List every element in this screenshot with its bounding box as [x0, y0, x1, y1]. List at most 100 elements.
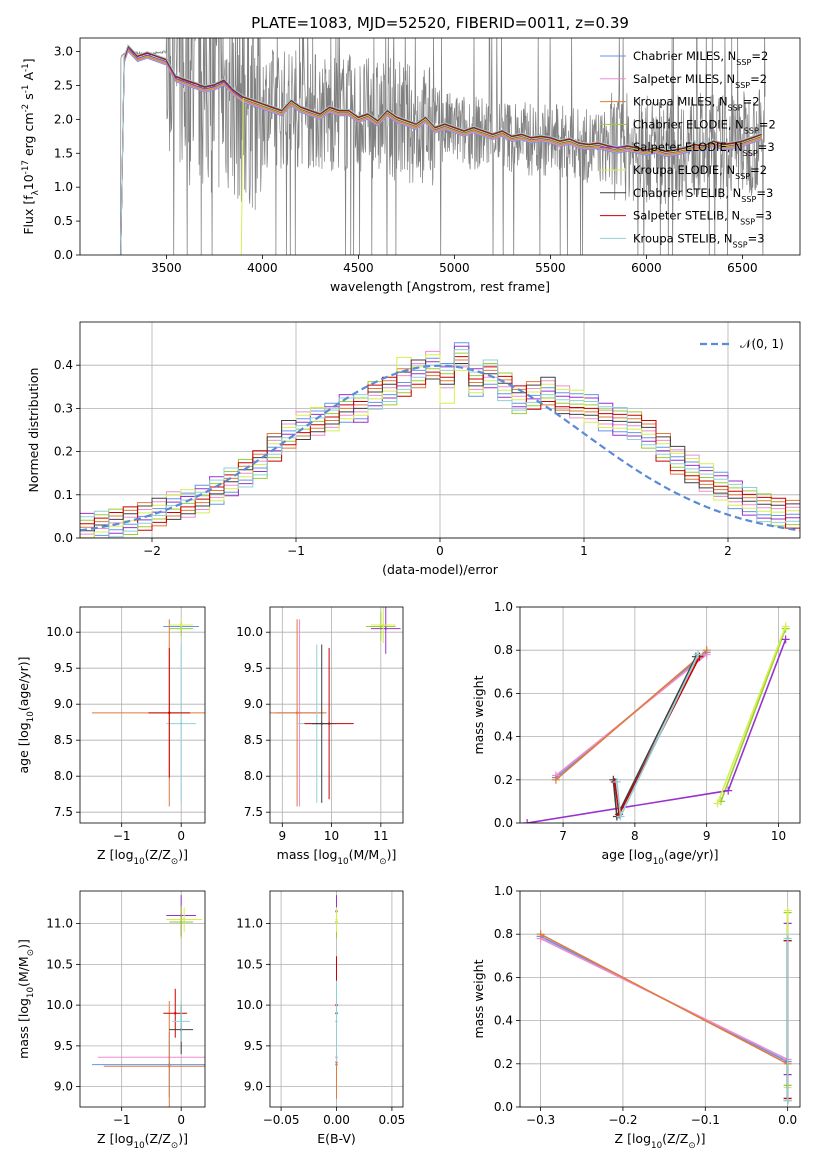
y-axis-label: mass [log10(M/M⊙)] [16, 939, 36, 1059]
x-axis-label: age [log10(age/yr)] [601, 847, 718, 867]
y-tick-label: 8.5 [54, 733, 73, 747]
legend-label: Kroupa STELIB, NSSP=3 [633, 231, 765, 249]
model-spectrum-6 [240, 97, 762, 255]
x-tick-label: 9 [278, 829, 286, 843]
y-tick-label: 1.0 [54, 180, 73, 194]
y-tick-label: 0.0 [494, 1100, 513, 1114]
normal-curve [80, 364, 800, 532]
data-point [335, 1060, 338, 1064]
y-tick-label: 2.0 [54, 112, 73, 126]
series-line [540, 933, 788, 1065]
axes-frame [79, 606, 206, 824]
series-marker [783, 1096, 792, 1105]
legend: Chabrier MILES, NSSP=2 Salpeter MILES, NS… [600, 49, 776, 249]
legend-label: Salpeter ELODIE, NSSP=3 [633, 140, 775, 158]
model-spectrum-9 [120, 43, 762, 255]
data-point [320, 722, 323, 725]
series-line [555, 649, 708, 781]
series-marker [713, 799, 722, 808]
axes-frame [79, 37, 801, 256]
data-point [179, 623, 183, 627]
x-tick-label: −0.2 [608, 1113, 637, 1127]
axes-frame [519, 606, 801, 824]
y-tick-label: 9.0 [54, 1080, 73, 1094]
observed-spectrum [114, 38, 766, 255]
panel-residuals: −2 −1 0 1 2 0.0 0.1 0.2 0.3 0.4 (data-model)/error… [26, 321, 801, 577]
x-axis-label: Z [log10(Z/Z⊙)] [615, 1131, 706, 1151]
legend-label: Chabrier MILES, NSSP=2 [633, 49, 768, 67]
residual-histogram-7 [80, 359, 800, 532]
data-point [295, 711, 299, 715]
model-spectrum-5 [120, 47, 762, 255]
model-spectrum-1 [120, 50, 762, 255]
panel-age_vs_mass: 9 10 11 7.5 8.0 8.5 9.0 9.5 10.0 mass [log10(M/M⊙… [236, 606, 404, 867]
x-tick-label: 1 [580, 544, 588, 558]
y-tick-label: 9.0 [244, 697, 263, 711]
x-tick-label: −0.3 [526, 1113, 555, 1127]
y-axis-label: Flux [fλ10-17 erg cm-2 s-1 A-1] [21, 58, 41, 234]
model-spectrum-2 [120, 49, 762, 255]
model-spectrum-7 [120, 45, 762, 255]
y-tick-label: 3.0 [54, 45, 73, 59]
residual-histogram-9 [80, 349, 800, 538]
y-tick-label: 0.8 [494, 643, 513, 657]
y-tick-label: 2.5 [54, 78, 73, 92]
y-tick-label: 7.5 [54, 805, 73, 819]
series-marker [781, 635, 790, 644]
data-point [335, 1020, 338, 1023]
plot-area [270, 607, 401, 807]
x-tick-label: 0 [177, 1113, 185, 1127]
y-tick-label: 10.0 [236, 998, 263, 1012]
y-tick-label: 11.0 [236, 917, 263, 931]
data-point [179, 1020, 183, 1023]
x-tick-label: 7 [559, 829, 567, 843]
data-point [168, 1065, 171, 1068]
plot-area [335, 895, 338, 1099]
x-tick-label: 4000 [247, 261, 278, 275]
model-spectrum-8 [120, 44, 762, 255]
plot-area [91, 619, 205, 807]
panel-spectrum: 3500 4000 4500 5000 5500 6000 6500 0.0 0.5 1.0 1.5… [21, 37, 801, 294]
data-point [335, 918, 338, 921]
series-marker [536, 930, 545, 939]
figure-title: PLATE=1083, MJD=52520, FIBERID=0011, z=0… [251, 14, 629, 32]
x-tick-label: −1 [113, 829, 131, 843]
panels: 3500 4000 4500 5000 5500 6000 6500 0.0 0.5 1.0 1.5… [16, 37, 801, 1151]
x-axis-label: wavelength [Angstrom, rest frame] [330, 279, 550, 294]
x-tick-label: 6000 [631, 261, 662, 275]
data-point [174, 1012, 177, 1015]
y-tick-label: 1.0 [494, 600, 513, 614]
panel-weight_vs_Z: −0.3 −0.2 −0.1 0.0 0.0 0.2 0.4 0.6 0.8 1.0 Z [log1… [471, 884, 801, 1151]
legend-label: Chabrier STELIB, NSSP=3 [633, 186, 773, 204]
legend-label: Salpeter STELIB, NSSP=3 [633, 209, 772, 227]
data-point [179, 920, 183, 924]
grid [80, 891, 205, 1107]
x-tick-label: 0.0 [778, 1113, 797, 1127]
y-tick-label: 0.2 [494, 1057, 513, 1071]
legend-label: Salpeter MILES, NSSP=2 [633, 72, 767, 90]
plot-area [536, 906, 792, 1105]
y-tick-label: 9.5 [244, 1039, 263, 1053]
x-axis-label: Z [log10(Z/Z⊙)] [97, 847, 188, 867]
y-axis-label: mass weight [471, 959, 486, 1038]
x-tick-label: 0 [177, 829, 185, 843]
y-tick-label: 0.2 [54, 445, 73, 459]
y-tick-label: 0.3 [54, 401, 73, 415]
grid [80, 607, 205, 823]
x-tick-label: −0.1 [691, 1113, 720, 1127]
y-tick-label: 9.0 [244, 1080, 263, 1094]
y-tick-label: 8.5 [244, 733, 263, 747]
plot-area [91, 895, 205, 1107]
y-tick-label: 7.5 [244, 805, 263, 819]
x-tick-label: 10 [771, 829, 786, 843]
y-tick-label: 1.0 [494, 884, 513, 898]
x-tick-label: 0.00 [323, 1113, 350, 1127]
y-tick-label: 0.6 [494, 970, 513, 984]
axes-frame [519, 890, 801, 1108]
data-point [382, 623, 385, 627]
x-tick-label: 5000 [439, 261, 470, 275]
axes-frame [269, 890, 404, 1108]
panel-age_vs_Z: −1 0 7.5 8.0 8.5 9.0 9.5 10.0 Z [log10(Z/Z⊙)] age… [16, 606, 206, 867]
y-axis-label: mass weight [471, 675, 486, 754]
